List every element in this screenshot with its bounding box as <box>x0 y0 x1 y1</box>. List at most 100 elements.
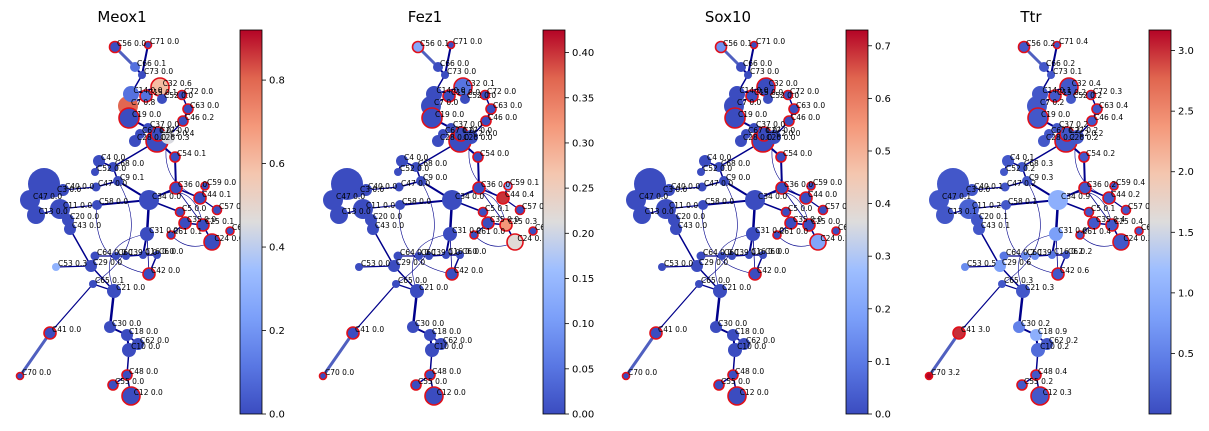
node-c47 <box>1000 182 1010 192</box>
node-label: C16 0.0 <box>751 247 780 256</box>
node-label: C16 0.0 <box>448 247 477 256</box>
node-c5 <box>477 206 489 218</box>
node-label: C56 0.0 <box>117 39 146 48</box>
node-c30 <box>104 321 116 333</box>
node-c31 <box>1049 227 1063 241</box>
node-c34 <box>139 190 159 210</box>
node-label: C63 0.0 <box>190 101 219 110</box>
node-c30 <box>710 321 722 333</box>
colorbar-tick-label: 2.0 <box>1178 167 1194 178</box>
node-label: C68 0.0 <box>418 159 447 168</box>
node-c14 <box>426 86 442 102</box>
panel-title: Meox1 <box>97 8 146 26</box>
node-c11 <box>656 199 676 219</box>
node-c68 <box>108 162 118 172</box>
node-c41 <box>43 326 57 340</box>
node-label: C44 0.2 <box>1111 190 1140 199</box>
node-c52 <box>1066 94 1076 104</box>
node-c4 <box>93 155 105 167</box>
node-c53 <box>961 263 969 271</box>
node-c63 <box>1091 103 1103 115</box>
node-c64 <box>999 251 1009 261</box>
node-label: C26 0.0 <box>766 133 795 142</box>
node-c19 <box>421 107 443 129</box>
node-label: C20 0.1 <box>979 212 1008 221</box>
node-c65 <box>998 280 1006 288</box>
edge <box>781 187 810 226</box>
node-label: C18 0.9 <box>1038 327 1067 336</box>
node-c14 <box>1032 86 1048 102</box>
node-c10 <box>728 343 742 357</box>
node-c31 <box>140 227 154 241</box>
node-c73 <box>744 71 752 79</box>
node-label: C52 0.0 <box>770 91 799 100</box>
node-c47 <box>91 182 101 192</box>
node-c46 <box>783 115 795 127</box>
node-c36 <box>169 181 183 195</box>
node-c2 <box>1070 130 1084 144</box>
node-label: C15 0.0 <box>754 88 783 97</box>
node-c55 <box>410 379 422 391</box>
node-label: C15 0.0 <box>451 88 480 97</box>
node-label: C40 0.0 <box>671 182 700 191</box>
node-label: C13 0.0 <box>342 207 371 216</box>
node-label: C30 0.2 <box>1021 319 1050 328</box>
node-c47b <box>323 190 343 210</box>
node-label: C11 0.2 <box>972 201 1001 210</box>
node-label: C60 <box>118 248 133 257</box>
node-c41 <box>346 326 360 340</box>
node-label: C41 0.0 <box>52 325 81 334</box>
colorbar-tick-label: 0.5 <box>875 146 891 157</box>
node-label: C28 0.0 <box>440 133 469 142</box>
edge <box>18 331 52 378</box>
node-label: C31 0.0 <box>452 226 481 235</box>
node-c65 <box>89 280 97 288</box>
colorbar-tick-label: 0.20 <box>572 229 594 240</box>
node-label: C34 0.0 <box>758 192 787 201</box>
node-label: C11 0.0 <box>366 201 395 210</box>
node-label: C66 0.1 <box>137 59 166 68</box>
node-c2 <box>767 130 781 144</box>
node-c15 <box>442 89 456 103</box>
node-label: C14 0.0 <box>739 86 768 95</box>
node-label: C12 0.0 <box>134 388 163 397</box>
node-c53 <box>658 263 666 271</box>
node-label: C5 0.0 <box>788 204 813 213</box>
node-label: C41 0.0 <box>658 325 687 334</box>
node-label: C54 0.0 <box>783 149 812 158</box>
nodes <box>318 40 538 406</box>
colorbar-tick-label: 0.25 <box>572 184 594 195</box>
node-label: C44 0.1 <box>202 190 231 199</box>
node-label: C43 0.0 <box>72 221 101 230</box>
node-label: C20 0.0 <box>676 212 705 221</box>
node-c20 <box>365 214 377 226</box>
node-c40 <box>360 184 372 196</box>
node-label: C55 0.2 <box>1024 377 1053 386</box>
node-label: C9 0.3 <box>1029 173 1054 182</box>
node-label: C68 0.0 <box>115 159 144 168</box>
node-label: C29 0.0 <box>396 258 425 267</box>
colorbar-tick-label: 0.8 <box>269 76 285 87</box>
node-c44 <box>193 191 207 205</box>
node-c66 <box>1039 62 1049 72</box>
node-label: C62 0.0 <box>746 336 775 345</box>
colorbar-tick-label: 0.5 <box>1178 349 1194 360</box>
node-c35 <box>178 216 192 230</box>
node-c30 <box>407 321 419 333</box>
node-c69 <box>831 226 841 236</box>
node-c54 <box>1078 151 1090 163</box>
node-c24 <box>809 233 827 251</box>
node-c36 <box>775 181 789 195</box>
node-label: C18 0.0 <box>735 327 764 336</box>
node-label: C32 0.4 <box>1072 79 1101 88</box>
node-c61 <box>1075 230 1085 240</box>
node-label: C63 0.0 <box>493 101 522 110</box>
node-c25 <box>499 218 513 232</box>
colorbar: 0.00 0.05 0.10 0.15 0.20 0.25 0.30 0.35 0.40 <box>542 29 594 421</box>
node-label: C64 0.0 <box>703 248 732 257</box>
node-c70 <box>15 371 25 381</box>
node-c24 <box>506 233 524 251</box>
node-c37 <box>446 123 456 133</box>
